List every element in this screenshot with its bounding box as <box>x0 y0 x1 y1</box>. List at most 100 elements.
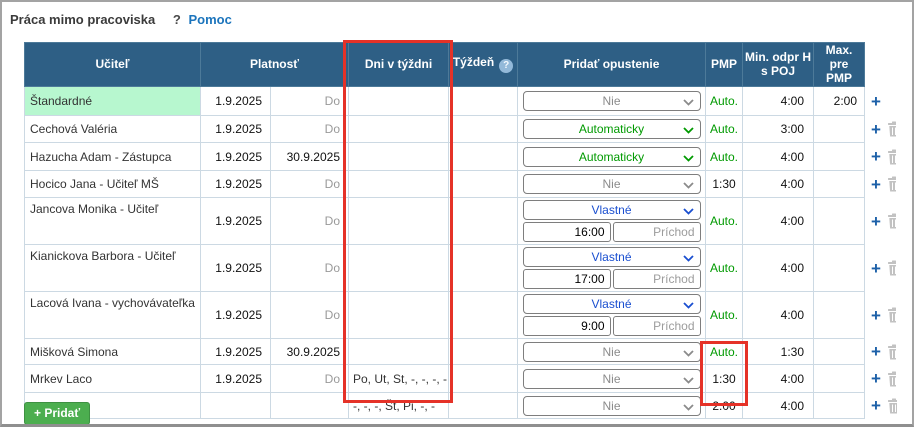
max-pmp-value <box>813 392 865 420</box>
max-pmp-value <box>813 338 865 366</box>
add-row-icon[interactable]: + <box>871 119 881 139</box>
add-row-icon[interactable]: + <box>871 342 881 362</box>
valid-from[interactable]: 1.9.2025 <box>200 142 271 172</box>
teacher-name: Jancova Monika - Učiteľ <box>24 197 201 246</box>
week-cell <box>448 364 518 394</box>
table-row: Lacová Ivana - vychovávateľka 1.9.2025 D… <box>24 291 897 340</box>
days-in-week-cell <box>348 115 449 144</box>
valid-from[interactable]: 1.9.2025 <box>200 364 271 394</box>
leave-select[interactable]: Nie <box>522 395 701 416</box>
valid-from[interactable] <box>200 392 271 420</box>
min-odpr-value: 4:00 <box>742 364 814 394</box>
trash-icon[interactable] <box>887 149 897 165</box>
leave-select-value: Nie <box>602 344 621 359</box>
valid-to[interactable]: Do <box>270 115 349 144</box>
min-odpr-value: 4:00 <box>742 86 814 117</box>
trash-icon[interactable] <box>887 121 897 137</box>
max-pmp-value <box>813 170 865 199</box>
teacher-name: Hazucha Adam - Zástupca <box>24 142 201 172</box>
valid-from[interactable]: 1.9.2025 <box>200 244 271 293</box>
add-row-icon[interactable]: + <box>871 147 881 167</box>
leave-select[interactable]: Vlastné <box>522 247 701 268</box>
valid-to[interactable]: 30.9.2025 <box>270 338 349 366</box>
help-link[interactable]: Pomoc <box>188 12 232 27</box>
max-pmp-value: 2:00 <box>813 86 865 117</box>
valid-to[interactable]: Do <box>270 197 349 246</box>
valid-from[interactable]: 1.9.2025 <box>200 338 271 366</box>
arrival-time-input[interactable]: Príchod <box>612 269 701 290</box>
departure-time-input[interactable]: 9:00 <box>522 316 611 337</box>
leave-select[interactable]: Nie <box>522 341 701 362</box>
col-header-teacher: Učiteľ <box>24 41 201 88</box>
valid-to[interactable]: Do <box>270 291 349 340</box>
add-row-icon[interactable]: + <box>871 258 881 278</box>
valid-to[interactable] <box>270 392 349 420</box>
add-row-icon[interactable]: + <box>871 369 881 389</box>
col-header-leave: Pridať opustenie <box>517 41 706 88</box>
add-row-icon[interactable]: + <box>871 211 881 231</box>
valid-to[interactable]: 30.9.2025 <box>270 142 349 172</box>
leave-select[interactable]: Vlastné <box>522 200 701 221</box>
teacher-name: Kianickova Barbora - Učiteľ <box>24 244 201 293</box>
week-cell <box>448 338 518 366</box>
titlebar: Práca mimo pracoviska ? Pomoc <box>10 12 232 27</box>
valid-to[interactable]: Do <box>270 364 349 394</box>
leave-select[interactable]: Vlastné <box>522 294 701 315</box>
pmp-value: Auto. <box>705 244 743 293</box>
trash-icon[interactable] <box>887 213 897 229</box>
trash-icon[interactable] <box>887 344 897 360</box>
chevron-down-icon <box>682 155 694 162</box>
table-row: Jancova Monika - Učiteľ 1.9.2025 Do Vlas… <box>24 197 897 246</box>
arrival-time-input[interactable]: Príchod <box>612 316 701 337</box>
add-row-icon[interactable]: + <box>871 396 881 416</box>
leave-select[interactable]: Nie <box>522 174 701 195</box>
valid-from[interactable]: 1.9.2025 <box>200 86 271 117</box>
teacher-name: Lacová Ivana - vychovávateľka <box>24 291 201 340</box>
trash-icon[interactable] <box>887 307 897 323</box>
days-in-week-cell <box>348 170 449 199</box>
trash-icon[interactable] <box>887 398 897 414</box>
min-header-line2: s POJ <box>760 63 796 78</box>
valid-to[interactable]: Do <box>270 244 349 293</box>
valid-from[interactable]: 1.9.2025 <box>200 170 271 199</box>
week-cell <box>448 115 518 144</box>
add-row-icon[interactable]: + <box>871 174 881 194</box>
pmp-value: Auto. <box>705 115 743 144</box>
col-header-actions <box>865 43 897 87</box>
min-odpr-value: 4:00 <box>742 291 814 340</box>
valid-from[interactable]: 1.9.2025 <box>200 115 271 144</box>
add-row-icon[interactable]: + <box>871 305 881 325</box>
leave-select[interactable]: Automaticky <box>522 146 701 167</box>
valid-to[interactable]: Do <box>270 86 349 117</box>
departure-time-input[interactable]: 16:00 <box>522 222 611 243</box>
valid-from[interactable]: 1.9.2025 <box>200 197 271 246</box>
valid-from[interactable]: 1.9.2025 <box>200 291 271 340</box>
pmp-value: Auto. <box>705 86 743 117</box>
max-pmp-value <box>813 364 865 394</box>
leave-select-value: Nie <box>602 371 621 386</box>
chevron-down-icon <box>682 127 694 135</box>
leave-select[interactable]: Nie <box>522 91 701 112</box>
add-button[interactable]: + Pridať <box>24 402 91 424</box>
min-odpr-value: 3:00 <box>742 115 814 144</box>
teacher-name: Cechová Valéria <box>24 115 201 144</box>
teacher-name: Štandardné <box>24 86 201 117</box>
leave-select[interactable]: Automaticky <box>522 119 701 140</box>
chevron-down-icon <box>682 302 694 310</box>
leave-select-value: Nie <box>602 398 621 413</box>
pmp-value: 1:30 <box>705 170 743 199</box>
teacher-name: Mišková Simona <box>24 338 201 366</box>
trash-icon[interactable] <box>887 176 897 192</box>
trash-icon[interactable] <box>887 371 897 387</box>
week-header-label: Týždeň <box>452 55 495 70</box>
table-row: Kianickova Barbora - Učiteľ 1.9.2025 Do … <box>24 244 897 293</box>
trash-icon[interactable] <box>887 260 897 276</box>
departure-time-input[interactable]: 17:00 <box>522 269 611 290</box>
leave-select[interactable]: Nie <box>522 368 701 389</box>
week-help-icon[interactable]: ? <box>499 59 514 74</box>
arrival-time-input[interactable]: Príchod <box>612 222 701 243</box>
min-odpr-value: 4:00 <box>742 142 814 172</box>
add-row-icon[interactable]: + <box>871 91 881 111</box>
valid-to[interactable]: Do <box>270 170 349 199</box>
